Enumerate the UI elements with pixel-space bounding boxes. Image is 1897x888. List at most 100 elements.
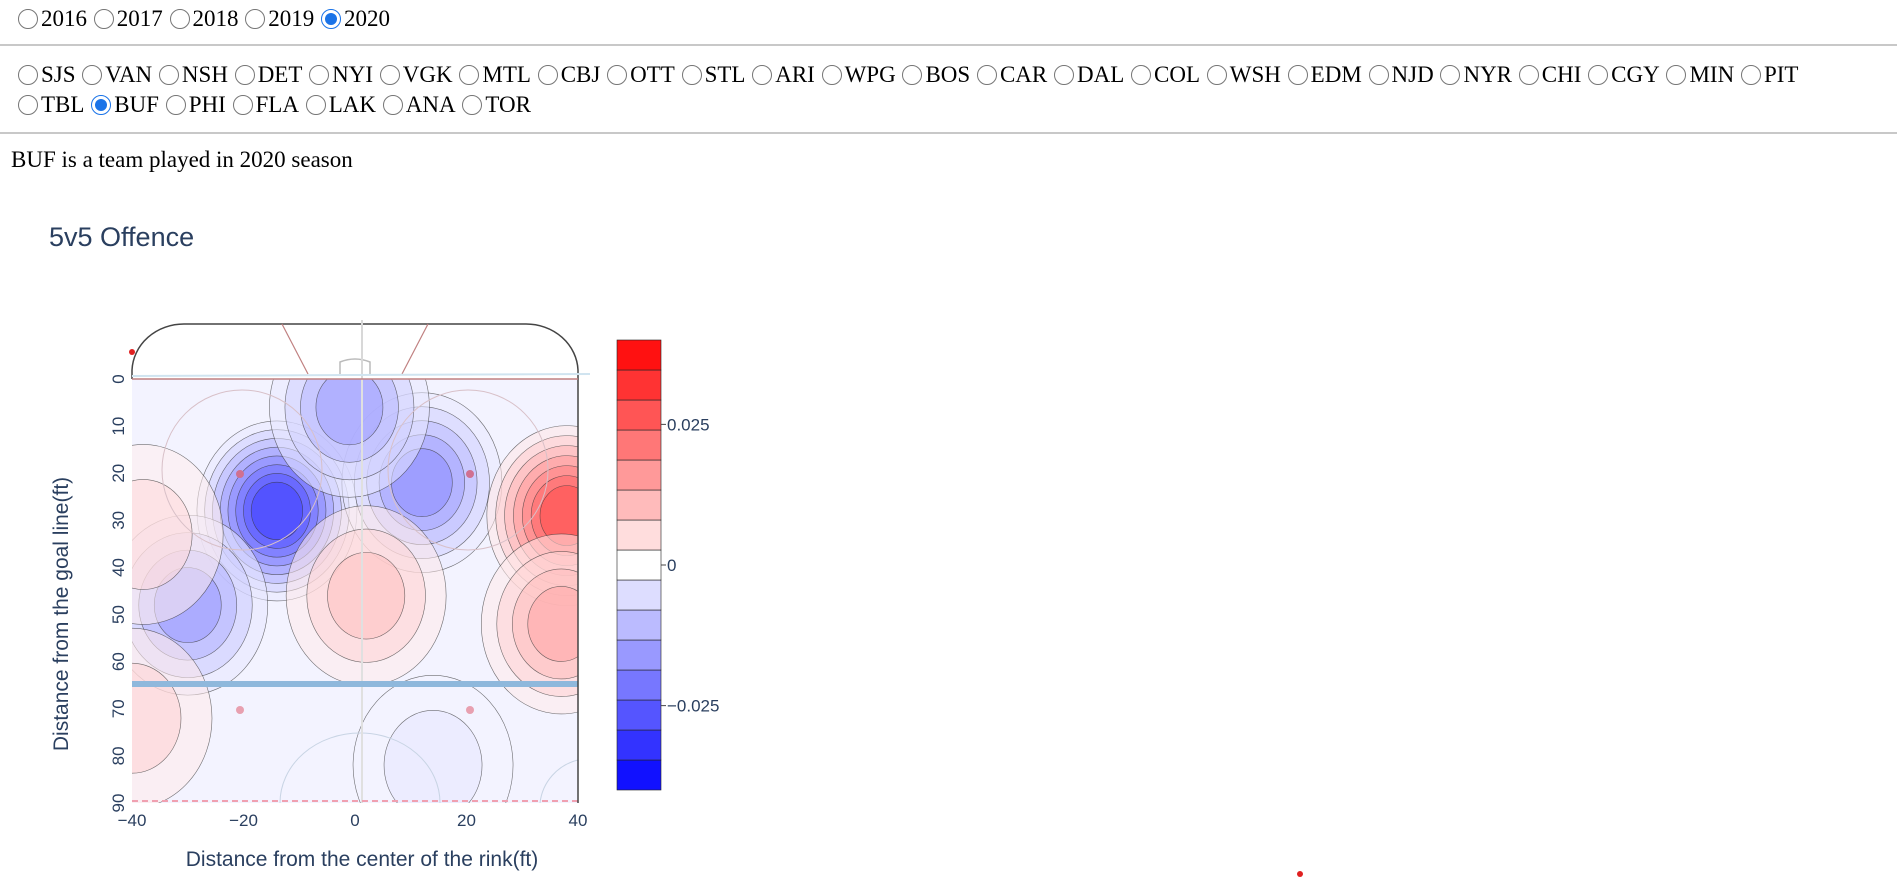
team-radio-nsh[interactable] — [158, 65, 179, 85]
team-radio-pit[interactable] — [1740, 65, 1761, 85]
team-radio-van[interactable] — [82, 65, 103, 85]
colorbar-band — [616, 729, 662, 761]
team-radio-nyi[interactable] — [309, 65, 330, 85]
team-option-det[interactable]: DET — [234, 62, 302, 87]
team-option-phi[interactable]: PHI — [165, 92, 226, 117]
colorbar-band — [616, 609, 662, 641]
team-option-fla[interactable]: FLA — [232, 92, 299, 117]
team-radio-fla[interactable] — [232, 95, 253, 115]
team-radio-njd[interactable] — [1368, 65, 1389, 85]
colorbar-tick-label: −0.025 — [667, 697, 719, 716]
team-radio-ana[interactable] — [382, 95, 403, 115]
team-option-mtl[interactable]: MTL — [459, 62, 531, 87]
team-option-wpg[interactable]: WPG — [821, 62, 896, 87]
team-radio-edm[interactable] — [1287, 65, 1308, 85]
team-radio-lak[interactable] — [305, 95, 326, 115]
team-radio-col[interactable] — [1131, 65, 1152, 85]
team-label: PHI — [188, 92, 226, 117]
team-radio-cbj[interactable] — [537, 65, 558, 85]
team-radio-cgy[interactable] — [1588, 65, 1609, 85]
team-radio-tor[interactable] — [462, 95, 483, 115]
team-radio-ari[interactable] — [752, 65, 773, 85]
team-radio-nyr[interactable] — [1440, 65, 1461, 85]
y-axis: 0 10 20 30 40 50 60 70 80 90 — [109, 374, 128, 812]
team-option-njd[interactable]: NJD — [1368, 62, 1434, 87]
team-label: SJS — [41, 62, 76, 87]
y-tick-label: 0 — [109, 374, 128, 383]
colorbar-tick-label: 0.025 — [667, 415, 710, 434]
team-radio-dal[interactable] — [1054, 65, 1074, 85]
season-radio-2020[interactable] — [321, 9, 341, 29]
season-option-2020[interactable]: 2020 — [321, 6, 390, 31]
team-option-bos[interactable]: BOS — [902, 62, 970, 87]
season-radio-2016[interactable] — [18, 9, 38, 29]
team-option-dal[interactable]: DAL — [1054, 62, 1124, 87]
team-option-chi[interactable]: CHI — [1518, 62, 1581, 87]
team-option-sjs[interactable]: SJS — [18, 62, 76, 87]
team-radio-det[interactable] — [234, 65, 255, 85]
team-option-nyr[interactable]: NYR — [1440, 62, 1512, 87]
team-option-nsh[interactable]: NSH — [158, 62, 228, 87]
season-option-2018[interactable]: 2018 — [169, 6, 239, 31]
team-radio-min[interactable] — [1666, 65, 1687, 85]
team-option-ott[interactable]: OTT — [607, 62, 675, 87]
team-radio-buf[interactable] — [91, 95, 112, 115]
team-label: WPG — [844, 62, 896, 87]
team-option-van[interactable]: VAN — [82, 62, 152, 87]
season-radio-2019[interactable] — [245, 9, 266, 29]
team-label: NYR — [1463, 62, 1513, 87]
team-option-col[interactable]: COL — [1131, 62, 1200, 87]
team-option-lak[interactable]: LAK — [305, 92, 376, 117]
season-radio-2018[interactable] — [169, 9, 190, 29]
team-option-nyi[interactable]: NYI — [309, 62, 373, 87]
team-option-ari[interactable]: ARI — [752, 62, 815, 87]
team-radio-stl[interactable] — [681, 65, 702, 85]
team-radio-chi[interactable] — [1518, 65, 1539, 85]
team-option-car[interactable]: CAR — [976, 62, 1047, 87]
divider — [0, 132, 1897, 134]
team-option-stl[interactable]: STL — [681, 62, 746, 87]
team-radio-bos[interactable] — [902, 65, 923, 85]
team-label: CGY — [1611, 62, 1660, 87]
team-radio-vgk[interactable] — [379, 65, 400, 85]
colorbar-band — [616, 549, 662, 581]
y-tick-label: 70 — [109, 699, 128, 718]
season-option-2019[interactable]: 2019 — [245, 6, 314, 31]
season-option-2017[interactable]: 2017 — [93, 6, 163, 31]
team-radio-ott[interactable] — [607, 65, 628, 85]
team-option-wsh[interactable]: WSH — [1206, 62, 1281, 87]
team-option-cbj[interactable]: CBJ — [537, 62, 600, 87]
team-label: EDM — [1310, 62, 1362, 87]
team-option-ana[interactable]: ANA — [382, 92, 456, 117]
season-label: 2017 — [116, 6, 163, 31]
team-label: VGK — [402, 62, 453, 87]
team-option-tor[interactable]: TOR — [462, 92, 531, 117]
team-option-cgy[interactable]: CGY — [1588, 62, 1660, 87]
team-radio-wpg[interactable] — [821, 65, 842, 85]
team-label: STL — [704, 62, 746, 87]
team-label: VAN — [105, 62, 153, 87]
season-option-2016[interactable]: 2016 — [18, 6, 87, 31]
contour-level — [327, 552, 406, 640]
team-radio-group-row-1: SJS VAN NSH DET NYI VGK MTL CBJ OTT STL … — [18, 60, 1799, 90]
team-radio-mtl[interactable] — [459, 65, 480, 85]
team-option-edm[interactable]: EDM — [1287, 62, 1362, 87]
team-option-min[interactable]: MIN — [1666, 62, 1734, 87]
x-tick-label: −20 — [229, 811, 258, 830]
team-label: BUF — [114, 92, 159, 117]
team-option-pit[interactable]: PIT — [1740, 62, 1798, 87]
team-option-tbl[interactable]: TBL — [18, 92, 84, 117]
y-tick-label: 20 — [109, 464, 128, 483]
team-radio-car[interactable] — [976, 65, 997, 85]
x-tick-label: 20 — [457, 811, 476, 830]
contour-level — [527, 586, 578, 662]
team-radio-tbl[interactable] — [18, 95, 38, 115]
team-option-vgk[interactable]: VGK — [379, 62, 453, 87]
team-radio-sjs[interactable] — [18, 65, 38, 85]
team-radio-phi[interactable] — [165, 95, 186, 115]
colorbar-band — [616, 489, 662, 521]
season-radio-2017[interactable] — [93, 9, 114, 29]
team-option-buf[interactable]: BUF — [91, 92, 159, 117]
team-radio-wsh[interactable] — [1206, 65, 1227, 85]
